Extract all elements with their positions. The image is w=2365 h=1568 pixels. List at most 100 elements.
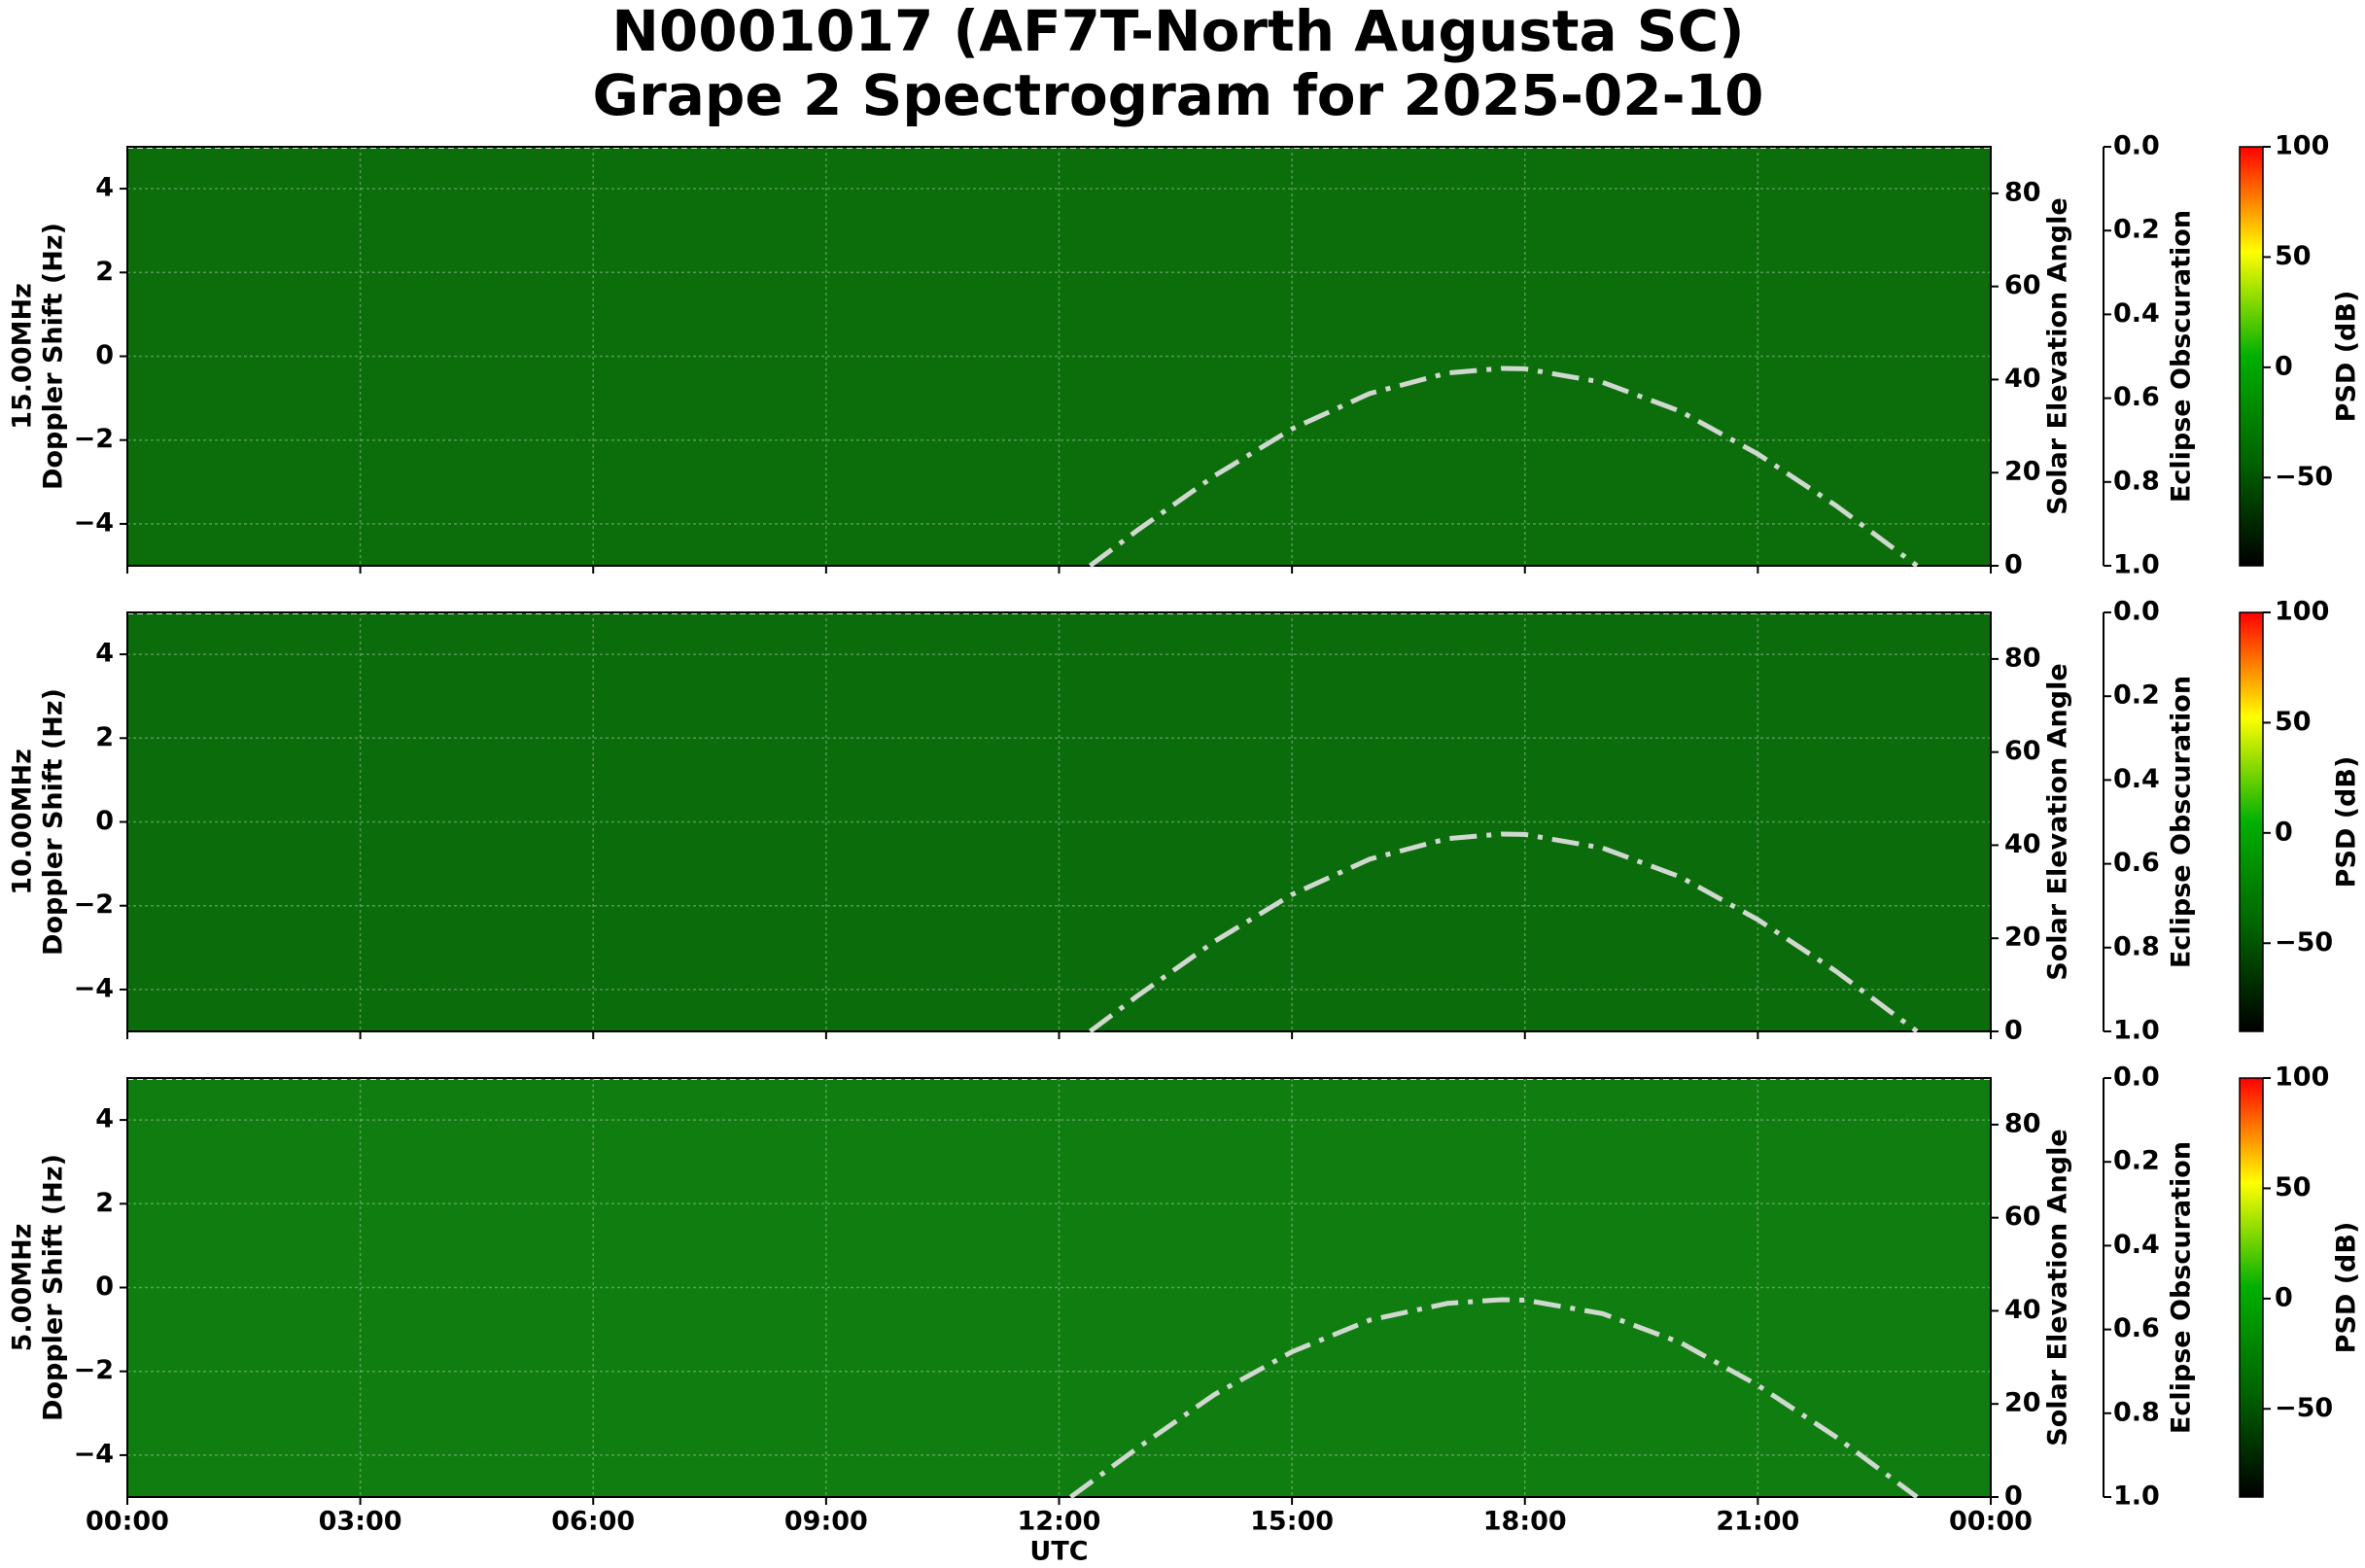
colorbar-tick-label: 50: [2275, 241, 2312, 271]
y-tick-label: 4: [95, 173, 114, 203]
y3-tick-label: 0.2: [2113, 680, 2160, 711]
axes-frame: [126, 146, 1992, 567]
y2-tick-label: 60: [2004, 1202, 2041, 1232]
colorbar-tick-label: 100: [2275, 1063, 2329, 1093]
y2-tick-label: 60: [2004, 736, 2041, 766]
y-tick-label: 2: [95, 722, 114, 752]
y-tick-label: −2: [74, 424, 114, 454]
y2-axis-label: Solar Elevation Angle: [2043, 197, 2073, 514]
colorbar-tick-label: 100: [2275, 597, 2329, 627]
elevation-line: [1069, 1297, 1919, 1500]
frequency-label: 5.00MHz: [8, 1224, 38, 1352]
y2-tick-label: 0: [2004, 1481, 2023, 1512]
colorbar-tick-label: 50: [2275, 1172, 2312, 1202]
spectrogram: [127, 147, 1991, 566]
y2-tick-label: 60: [2004, 270, 2041, 300]
colorbar-tick-label: 100: [2275, 131, 2329, 161]
y2-axis-label: Solar Elevation Angle: [2043, 663, 2073, 980]
colorbar-label: PSD (dB): [2332, 1222, 2362, 1354]
colorbar-label: PSD (dB): [2332, 291, 2362, 423]
x-tick-label: 15:00: [1250, 1507, 1334, 1537]
y-tick-label: −4: [74, 1439, 114, 1469]
colorbar-label: PSD (dB): [2332, 756, 2362, 889]
x-tick-label: 18:00: [1483, 1507, 1567, 1537]
y-tick-label: −2: [74, 889, 114, 920]
y2-tick-label: 20: [2004, 923, 2041, 953]
y-axis-label: Doppler Shift (Hz): [39, 688, 69, 956]
y3-tick-label: 0.4: [2113, 764, 2160, 794]
y2-tick-label: 80: [2004, 1108, 2041, 1138]
y-tick-label: 0: [95, 340, 114, 370]
y3-tick-label: 0.4: [2113, 1230, 2160, 1260]
y3-tick-label: 0.4: [2113, 298, 2160, 329]
y3-tick-label: 0.6: [2113, 382, 2160, 412]
y2-tick-label: 20: [2004, 1388, 2041, 1418]
y3-tick-label: 0.8: [2113, 931, 2160, 961]
x-tick-label: 06:00: [551, 1507, 635, 1537]
colorbar-tick-label: −50: [2275, 1393, 2333, 1423]
y3-tick-label: 0.6: [2113, 1313, 2160, 1343]
colorbar: [2239, 611, 2264, 1032]
y3-tick-label: 0.0: [2113, 1063, 2160, 1093]
axes-frame: [126, 1077, 1992, 1498]
y3-tick-label: 0.6: [2113, 848, 2160, 878]
y-tick-label: 2: [95, 257, 114, 287]
title-line: N0001017 (AF7T-North Augusta SC): [611, 0, 1744, 64]
x-tick-label: 03:00: [319, 1507, 402, 1537]
y-tick-label: −2: [74, 1355, 114, 1385]
y2-tick-label: 0: [2004, 550, 2023, 580]
frequency-label: 15.00MHz: [8, 283, 38, 430]
y-tick-label: 0: [95, 806, 114, 836]
y2-tick-label: 40: [2004, 1295, 2041, 1325]
y-tick-label: −4: [74, 507, 114, 538]
y3-tick-label: 1.0: [2113, 550, 2160, 580]
y3-tick-label: 1.0: [2113, 1481, 2160, 1512]
colorbar: [2239, 146, 2264, 567]
colorbar-tick-label: 0: [2275, 1282, 2293, 1312]
elevation-line: [1088, 831, 1919, 1034]
y-tick-label: 4: [95, 1104, 114, 1134]
x-tick-label: 09:00: [784, 1507, 868, 1537]
x-tick-label: 00:00: [86, 1507, 169, 1537]
y2-tick-label: 80: [2004, 643, 2041, 673]
colorbar-tick-label: 50: [2275, 707, 2312, 737]
colorbar-tick-label: −50: [2275, 462, 2333, 492]
y-tick-label: 4: [95, 639, 114, 669]
y3-tick-label: 0.8: [2113, 1397, 2160, 1427]
y3-tick-label: 0.2: [2113, 1146, 2160, 1176]
y3-tick-label: 0.2: [2113, 215, 2160, 245]
y-tick-label: 0: [95, 1272, 114, 1302]
y3-tick-label: 0.0: [2113, 597, 2160, 627]
colorbar-tick-label: 0: [2275, 351, 2293, 381]
y2-tick-label: 40: [2004, 364, 2041, 394]
title-line: Grape 2 Spectrogram for 2025-02-10: [593, 62, 1764, 128]
y3-axis-label: Eclipse Obscuration: [2167, 676, 2197, 968]
elevation-line: [1088, 366, 1919, 569]
axes-frame: [126, 611, 1992, 1032]
frequency-label: 10.00MHz: [8, 749, 38, 895]
y-axis-label: Doppler Shift (Hz): [39, 1154, 69, 1421]
y3-tick-label: 0.8: [2113, 466, 2160, 496]
y-tick-label: −4: [74, 973, 114, 1003]
x-tick-label: 12:00: [1018, 1507, 1101, 1537]
colorbar-tick-label: 0: [2275, 817, 2293, 847]
colorbar: [2239, 1077, 2264, 1498]
x-axis-label: UTC: [1029, 1537, 1088, 1567]
y3-axis-label: Eclipse Obscuration: [2167, 210, 2197, 503]
y2-tick-label: 40: [2004, 829, 2041, 859]
y-tick-label: 2: [95, 1188, 114, 1218]
colorbar-tick-label: −50: [2275, 927, 2333, 958]
y3-tick-label: 1.0: [2113, 1016, 2160, 1046]
y2-tick-label: 80: [2004, 177, 2041, 207]
y2-tick-label: 0: [2004, 1016, 2023, 1046]
y3-tick-label: 0.0: [2113, 131, 2160, 161]
y-axis-label: Doppler Shift (Hz): [39, 223, 69, 490]
x-tick-label: 21:00: [1716, 1507, 1799, 1537]
spectrogram: [127, 1078, 1991, 1497]
x-tick-label: 00:00: [1949, 1507, 2033, 1537]
y2-axis-label: Solar Elevation Angle: [2043, 1129, 2073, 1446]
y3-axis-label: Eclipse Obscuration: [2167, 1141, 2197, 1434]
y2-tick-label: 20: [2004, 457, 2041, 487]
spectrogram: [127, 612, 1991, 1031]
